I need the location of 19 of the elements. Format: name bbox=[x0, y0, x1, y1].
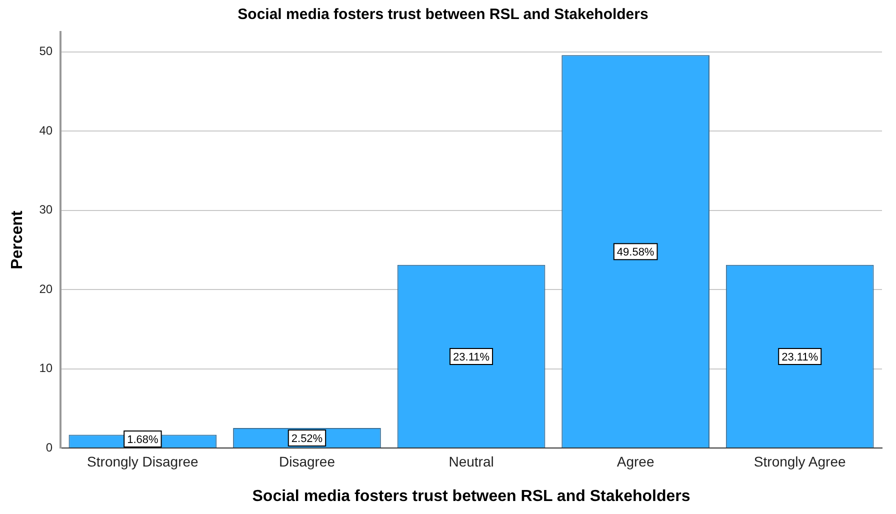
data-label: 2.52% bbox=[291, 433, 323, 446]
y-tick-label: 0 bbox=[46, 440, 53, 454]
x-tick-label: Strongly Disagree bbox=[87, 453, 199, 470]
x-tick-label: Disagree bbox=[278, 453, 336, 470]
chart-title: Social media fosters trust between RSL and Stakeholders bbox=[238, 6, 648, 24]
data-label: 23.11% bbox=[453, 351, 490, 364]
y-tick-label: 10 bbox=[39, 361, 53, 376]
x-tick-label: Strongly Agree bbox=[754, 453, 846, 470]
x-axis-title: Social media fosters trust between RSL and Stakeholders bbox=[252, 488, 690, 505]
x-tick-label: Agree bbox=[616, 453, 654, 470]
y-tick-label: 40 bbox=[39, 123, 53, 138]
y-tick-label: 50 bbox=[39, 44, 53, 58]
data-label: 49.58% bbox=[616, 246, 654, 259]
x-tick-label: Neutral bbox=[448, 453, 494, 470]
data-label: 23.11% bbox=[782, 351, 818, 364]
y-tick-label: 20 bbox=[39, 282, 53, 296]
y-axis-title: Percent bbox=[9, 210, 26, 270]
y-tick-label: 30 bbox=[39, 202, 53, 217]
data-label: 1.68% bbox=[127, 434, 158, 446]
